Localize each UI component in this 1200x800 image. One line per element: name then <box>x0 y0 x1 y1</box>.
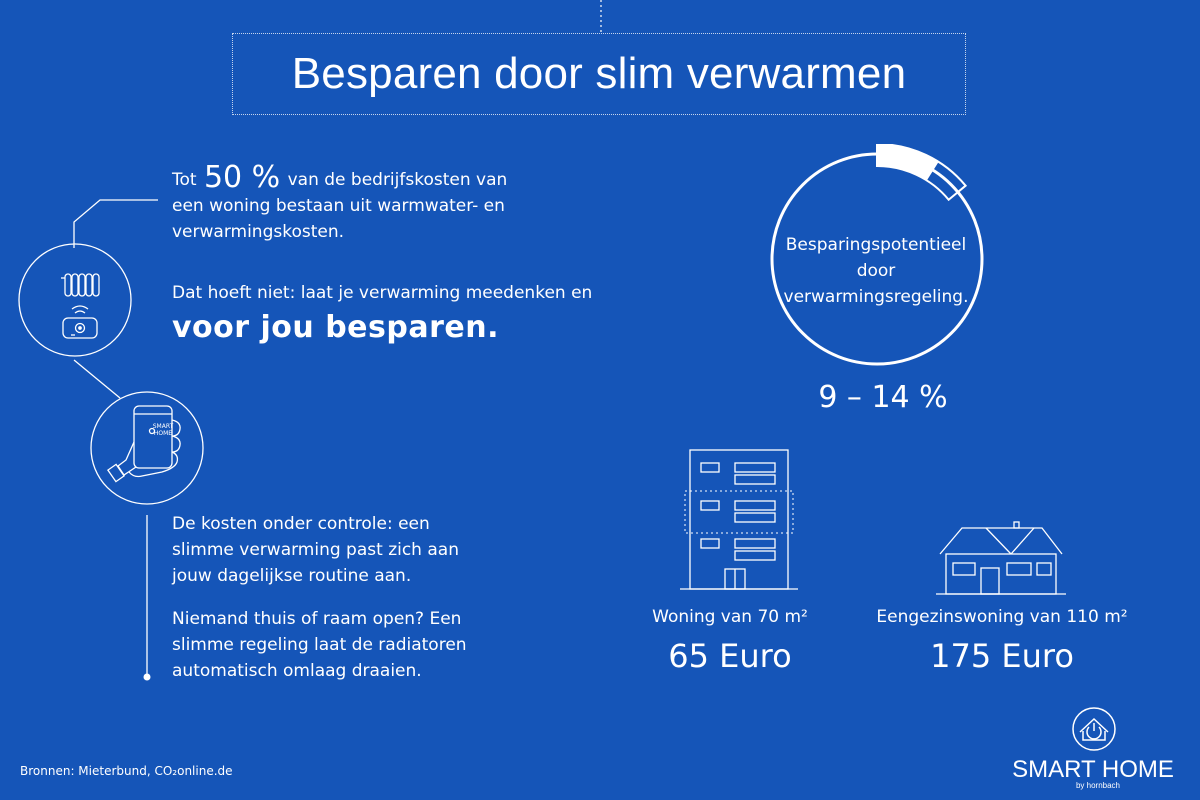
apartment-value: 65 Euro <box>668 637 792 675</box>
automation-line: automatisch omlaag draaien. <box>172 661 422 681</box>
intro-text: Tot 50 % van de bedrijfskosten van een w… <box>172 163 592 245</box>
radiator-thermostat-circle <box>18 243 132 357</box>
control-line: jouw dagelijkse routine aan. <box>172 566 412 586</box>
top-connector-line <box>600 0 602 33</box>
pitch-line-1: Dat hoeft niet: laat je verwarming meede… <box>172 283 593 303</box>
intro-highlight: 50 % <box>203 160 281 195</box>
intro-line-3: verwarmingskosten. <box>172 222 345 242</box>
control-text: De kosten onder controle: een slimme ver… <box>172 511 532 589</box>
control-line: De kosten onder controle: een <box>172 514 430 534</box>
thermostat-icon <box>62 305 98 339</box>
intro-line1-rest: van de bedrijfskosten van <box>287 170 508 190</box>
apartment-label: Woning van 70 m² <box>652 607 808 627</box>
sources-note: Bronnen: Mieterbund, CO₂online.de <box>20 764 233 778</box>
title-frame <box>232 33 966 115</box>
house-label: Eengezinswoning van 110 m² <box>876 607 1128 627</box>
intro-line-2: een woning bestaan uit warmwater- en <box>172 196 505 216</box>
phone-screen-brand: SMART HOME <box>152 423 174 437</box>
logo-sub: by hornbach <box>1075 781 1120 790</box>
apartment-building-icon <box>680 449 798 590</box>
automation-line: Niemand thuis of raam open? Een <box>172 609 462 629</box>
logo-name: SMART HOME <box>1012 756 1174 783</box>
house-icon <box>936 521 1066 595</box>
savings-circle-line: door <box>856 261 896 281</box>
intro-line-1: Tot 50 % van de bedrijfskosten van <box>172 163 592 193</box>
automation-text: Niemand thuis of raam open? Een slimme r… <box>172 606 532 684</box>
timeline-graphic <box>73 199 158 681</box>
page-title: Besparen door slim verwarmen <box>291 49 907 98</box>
savings-circle-text: Besparingspotentieel door verwarmingsreg… <box>768 232 984 310</box>
radiator-icon <box>61 273 100 297</box>
savings-circle <box>770 144 984 366</box>
phone-hand-circle <box>90 391 204 505</box>
intro-prefix: Tot <box>172 170 197 190</box>
automation-line: slimme regeling laat de radiatoren <box>172 635 467 655</box>
power-house-logo-icon <box>1072 707 1116 751</box>
savings-range: 9 – 14 % <box>818 380 948 415</box>
savings-circle-line: Besparingspotentieel <box>785 235 967 255</box>
control-line: slimme verwarming past zich aan <box>172 540 459 560</box>
house-value: 175 Euro <box>930 637 1074 675</box>
phone-hand-icon <box>106 405 181 483</box>
pitch-emphasis: voor jou besparen. <box>172 310 500 345</box>
savings-circle-line: verwarmingsregeling. <box>783 287 969 307</box>
pitch-text: Dat hoeft niet: laat je verwarming meede… <box>172 280 642 346</box>
savings-min-segment <box>877 144 939 181</box>
